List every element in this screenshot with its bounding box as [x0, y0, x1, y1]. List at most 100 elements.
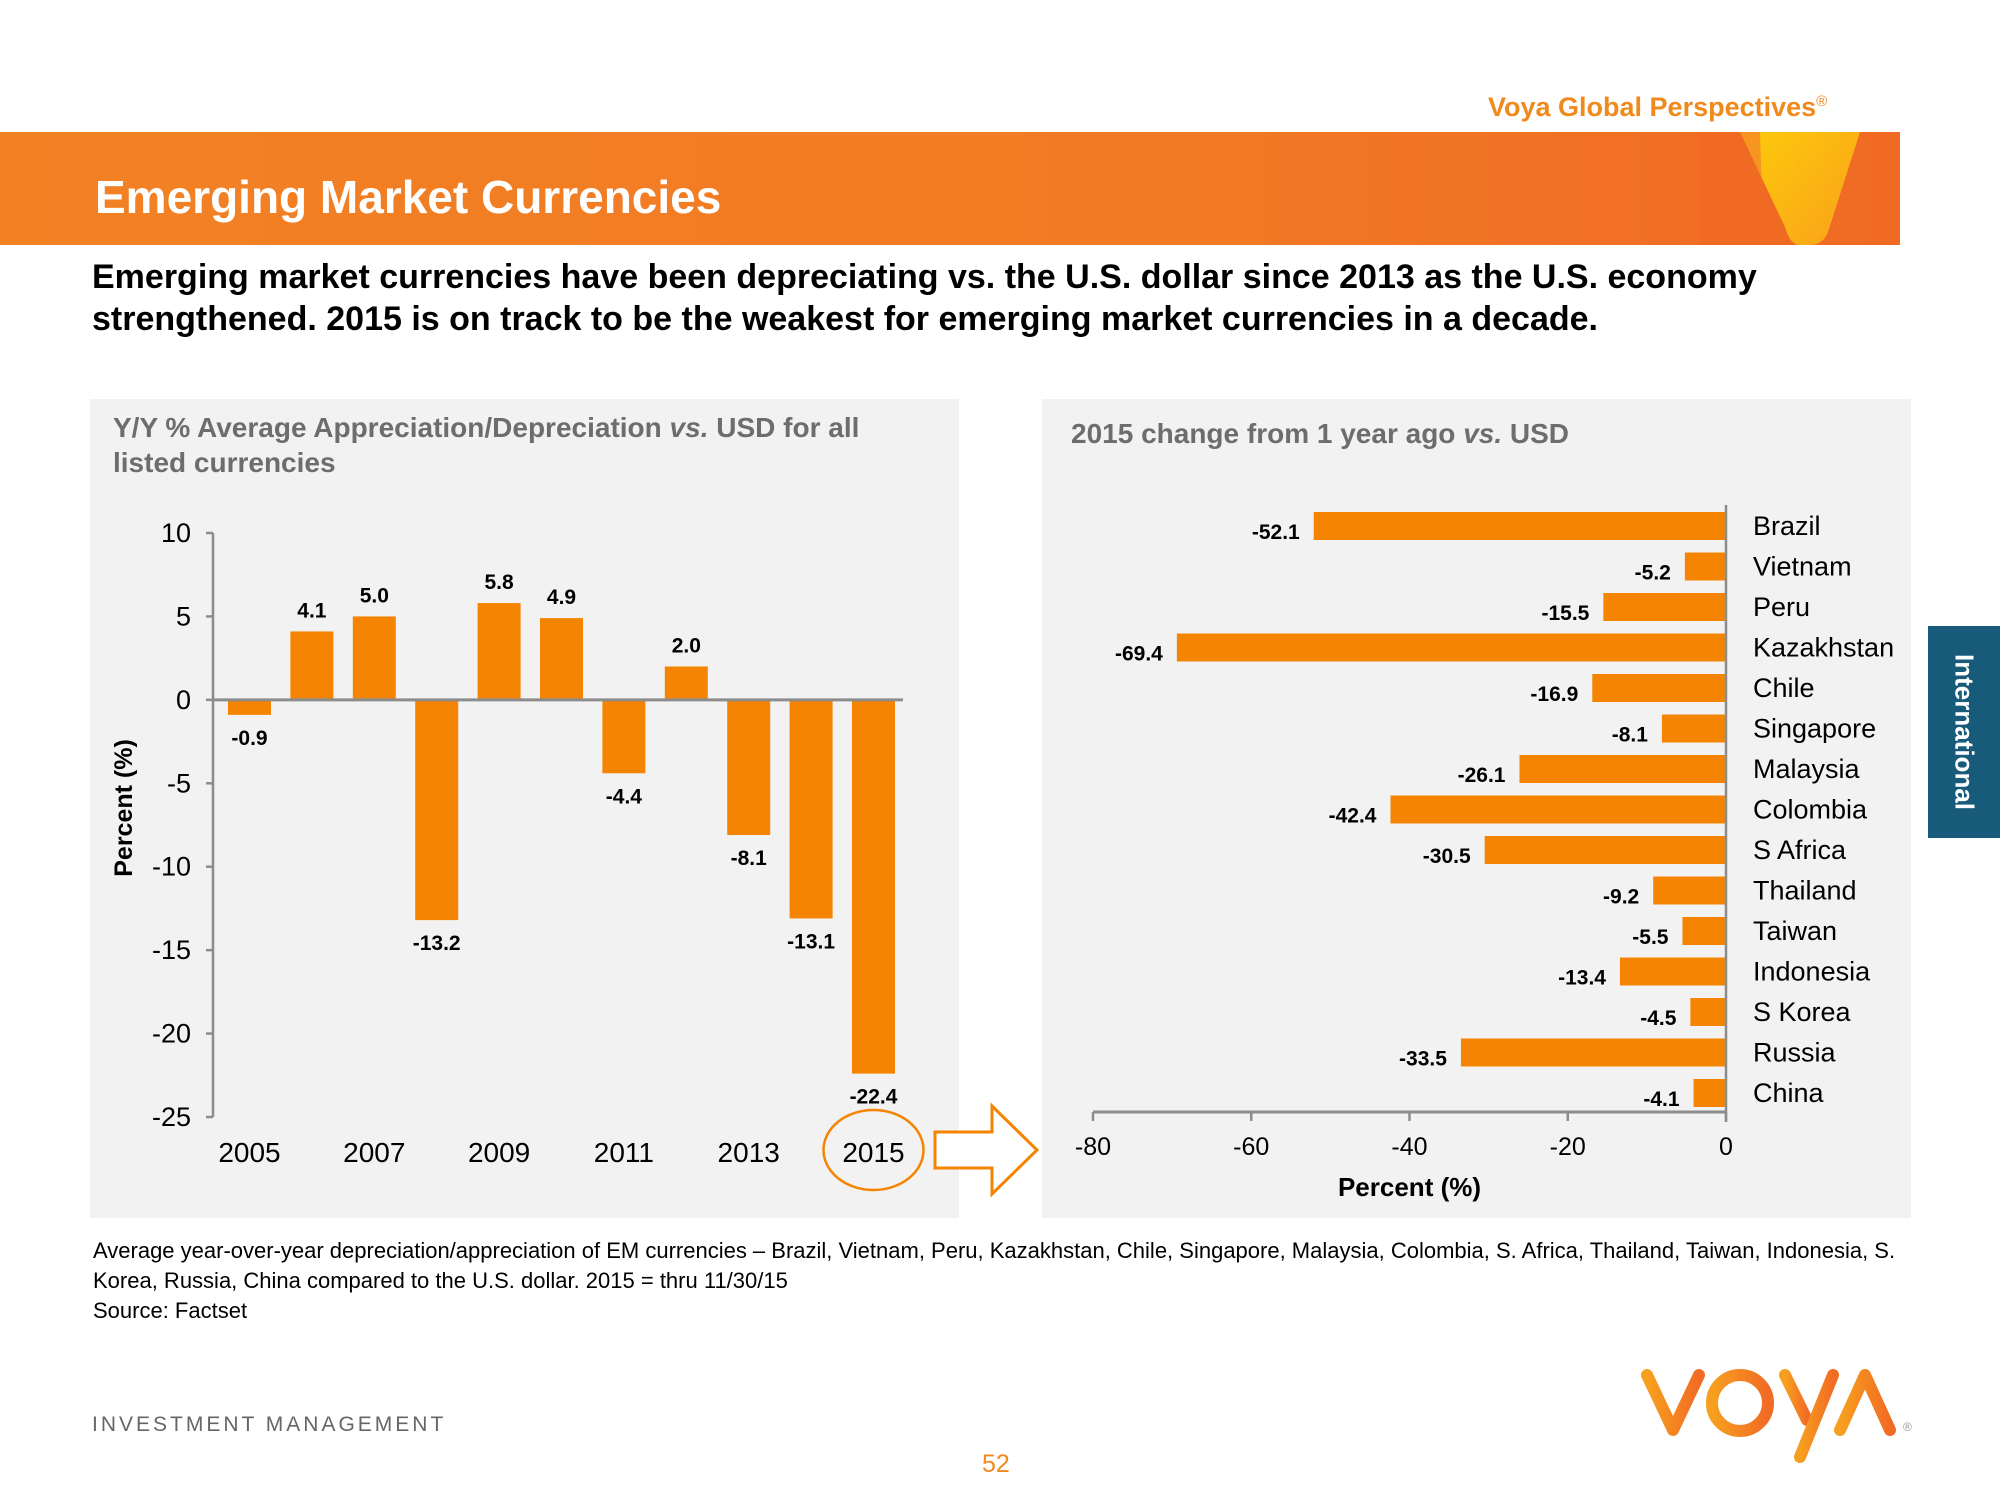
x-tick-label: 2015: [842, 1137, 904, 1168]
bar-taiwan: [1682, 917, 1726, 945]
bar-s-korea: [1690, 998, 1726, 1026]
bar-thailand: [1653, 876, 1726, 905]
data-label: -4.5: [1640, 1007, 1677, 1030]
data-label: -4.1: [1643, 1088, 1680, 1111]
right-title-italic: vs.: [1463, 418, 1503, 449]
data-label: -15.5: [1541, 602, 1589, 625]
bar-singapore: [1661, 714, 1726, 743]
data-label: -16.9: [1530, 683, 1578, 706]
bar-2013: [727, 699, 771, 836]
brand-header-text: Voya Global Perspectives: [1488, 92, 1817, 122]
footnote-text: Average year-over-year depreciation/appr…: [93, 1238, 1896, 1293]
y-tick-label: 10: [161, 518, 191, 548]
y-axis-label: Percent (%): [110, 739, 138, 877]
category-label: China: [1753, 1078, 1825, 1108]
annual-change-bar-chart: 10 5 0 -5 -10 -15 -20 -25 -0.9 4.1 5.0 -13.2 5.8 4.9 -…: [110, 518, 925, 1192]
data-label: -42.4: [1329, 805, 1377, 828]
subtitle: Emerging market currencies have been dep…: [92, 258, 1757, 338]
x-tick-label: 2005: [218, 1137, 280, 1168]
x-tick-label: -80: [1075, 1133, 1111, 1161]
title-band: [0, 132, 1900, 245]
category-label: Thailand: [1753, 876, 1857, 906]
highlight-circle: [822, 1108, 925, 1192]
data-label: 4.1: [297, 599, 327, 622]
data-label: 5.8: [484, 571, 514, 594]
footer-brand: INVESTMENT MANAGEMENT: [92, 1413, 447, 1436]
data-label: -4.4: [606, 785, 643, 808]
data-label: -13.2: [413, 932, 461, 955]
bar-indonesia: [1619, 957, 1726, 986]
bar-2012: [664, 666, 708, 700]
data-label: 4.9: [547, 586, 576, 609]
bar-2011: [602, 699, 646, 774]
bar-kazakhstan: [1176, 633, 1726, 662]
voya-logo-icon: ®: [1641, 1369, 1912, 1463]
left-title-part2: USD for all listed currencies: [113, 412, 860, 478]
data-label: -22.4: [850, 1086, 898, 1109]
category-label: Vietnam: [1753, 552, 1852, 582]
x-tick-label: 2009: [468, 1137, 530, 1168]
bar-2014: [789, 699, 833, 919]
category-label: Brazil: [1753, 511, 1821, 541]
x-tick-label: -60: [1233, 1133, 1269, 1161]
data-label: -69.4: [1115, 643, 1163, 666]
x-tick-label: 2013: [718, 1137, 780, 1168]
y-tick-label: -20: [152, 1019, 191, 1049]
x-tick-label: 0: [1719, 1133, 1733, 1161]
page-number: 52: [982, 1450, 1010, 1478]
footnote-source: Source: Factset: [93, 1298, 248, 1323]
right-chart-title: 2015 change from 1 year ago vs. USD: [1071, 416, 1569, 451]
bar-malaysia: [1519, 755, 1726, 783]
data-label: -13.4: [1558, 967, 1606, 990]
data-label: -30.5: [1423, 845, 1471, 868]
bar-russia: [1460, 1038, 1726, 1067]
footnote: Average year-over-year depreciation/appr…: [93, 1236, 1923, 1326]
data-label: -52.1: [1252, 521, 1300, 544]
y-tick-label: -10: [152, 852, 191, 882]
voya-v-mark-icon: [1700, 132, 1860, 245]
data-label: -5.2: [1635, 562, 1671, 585]
data-label: -0.9: [231, 727, 267, 750]
section-tab-international[interactable]: International: [1928, 626, 2000, 838]
category-label: Chile: [1753, 673, 1815, 703]
data-label: -9.2: [1603, 886, 1639, 909]
category-label: Colombia: [1753, 795, 1868, 825]
y-tick-label: 5: [176, 601, 191, 631]
registered-mark: ®: [1816, 93, 1828, 110]
category-label: Taiwan: [1753, 916, 1837, 946]
category-label: S Korea: [1753, 997, 1852, 1027]
bar-2005: [228, 699, 271, 715]
left-chart-title: Y/Y % Average Appreciation/Depreciation …: [113, 410, 933, 480]
logo-registered-mark: ®: [1903, 1420, 1912, 1434]
data-label: -8.1: [1612, 724, 1649, 747]
bar-2010: [540, 618, 583, 700]
data-label: -26.1: [1458, 764, 1506, 787]
x-tick-label: 2007: [343, 1137, 405, 1168]
bar-2007: [352, 616, 396, 700]
right-title-part2: USD: [1502, 418, 1570, 449]
y-tick-label: -15: [152, 935, 191, 965]
data-label: -33.5: [1399, 1048, 1447, 1071]
data-label: 5.0: [360, 584, 389, 607]
right-arrow-icon: [933, 1102, 1040, 1198]
data-label: -8.1: [731, 847, 768, 870]
category-label: Kazakhstan: [1753, 633, 1894, 663]
data-label: -13.1: [787, 930, 835, 953]
category-label: Singapore: [1753, 714, 1876, 744]
section-tab-label: International: [1949, 653, 1980, 811]
bar-2006: [290, 631, 334, 700]
left-title-part1: Y/Y % Average Appreciation/Depreciation: [113, 412, 670, 443]
brand-header: Voya Global Perspectives®: [1488, 92, 1827, 123]
bar-s-africa: [1484, 836, 1726, 864]
bar-colombia: [1390, 795, 1726, 824]
x-axis-label: Percent (%): [1338, 1172, 1481, 1202]
data-label: 2.0: [672, 634, 701, 657]
bar-brazil: [1313, 512, 1726, 540]
y-tick-label: -5: [167, 768, 191, 798]
left-title-italic: vs.: [669, 412, 709, 443]
bar-peru: [1603, 593, 1726, 621]
x-tick-label: 2011: [594, 1137, 654, 1168]
y-tick-label: -25: [152, 1102, 191, 1132]
bar-chile: [1592, 674, 1726, 702]
category-label: Peru: [1753, 592, 1810, 622]
